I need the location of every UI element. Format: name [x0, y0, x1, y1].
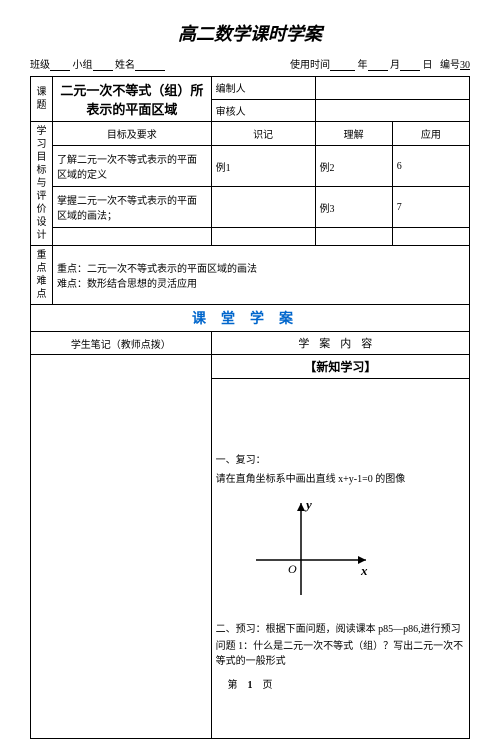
- class-label: 班级: [30, 60, 50, 71]
- group-label: 小组: [73, 60, 93, 71]
- section1-text: 请在直角坐标系中画出直线 x+y-1=0 的图像: [216, 470, 465, 485]
- year-label: 年: [358, 60, 368, 71]
- topic-row-label: 课题: [31, 77, 53, 122]
- reviewer-label: 审核人: [211, 99, 315, 122]
- objective-3-text: [53, 228, 212, 246]
- month-label: 月: [390, 60, 400, 71]
- number-value: 30: [460, 60, 470, 71]
- objective-2-c2: 例3: [315, 187, 392, 228]
- reviewer-value: [315, 99, 470, 122]
- topic-title: 二元一次不等式（组）所表示的平面区域: [53, 77, 212, 122]
- x-axis-label: x: [360, 563, 368, 578]
- y-axis-label: y: [304, 497, 312, 512]
- classroom-header: 课堂学案: [31, 305, 470, 332]
- col-recognize: 识记: [211, 122, 315, 146]
- number-label: 编号: [440, 60, 460, 71]
- keypoint-1: 重点：二元一次不等式表示的平面区域的画法: [57, 260, 465, 275]
- learning-header: 【新知学习】: [211, 355, 469, 379]
- page-footer: 第 1 页: [0, 676, 500, 691]
- objectives-header: 目标及要求: [53, 122, 212, 146]
- col-understand: 理解: [315, 122, 392, 146]
- col-apply: 应用: [392, 122, 469, 146]
- objective-1-c2: 例2: [315, 146, 392, 187]
- document-title: 高二数学课时学案: [30, 20, 470, 46]
- origin-label: O: [288, 562, 297, 576]
- objective-3-c1: [211, 228, 315, 246]
- objective-2-c3: 7: [392, 187, 469, 228]
- coordinate-graph: y x O: [246, 495, 376, 605]
- objective-1-c1: 例1: [211, 146, 315, 187]
- keypoints-content: 重点：二元一次不等式表示的平面区域的画法 难点：数形结合思想的灵活应用: [53, 246, 470, 305]
- objective-1-c3: 6: [392, 146, 469, 187]
- notes-label: 学生笔记（教师点拨）: [31, 332, 212, 355]
- keypoint-2: 难点：数形结合思想的灵活应用: [57, 275, 465, 290]
- keypoints-row-label: 重点难点: [31, 246, 53, 305]
- name-label: 姓名: [115, 60, 135, 71]
- usage-label: 使用时间: [290, 60, 330, 71]
- footer-suffix: 页: [263, 680, 273, 691]
- objective-2-text: 掌握二元一次不等式表示的平面区域的画法；: [53, 187, 212, 228]
- objective-1-text: 了解二元一次不等式表示的平面区域的定义: [53, 146, 212, 187]
- page-number: 1: [248, 680, 253, 691]
- content-label: 学案内容: [211, 332, 469, 355]
- objective-2-c1: [211, 187, 315, 228]
- header-info: 班级 小组 姓名 使用时间 年 月 日 编号30: [30, 56, 470, 71]
- section2-title: 二、预习：根据下面问题，阅读课本 p85—p86,进行预习: [216, 620, 465, 635]
- objectives-row-label: 学习目标与评价设计: [31, 122, 53, 246]
- objective-3-c3: [392, 228, 469, 246]
- editor-value: [315, 77, 470, 100]
- section1-title: 一、复习：: [216, 451, 465, 466]
- footer-prefix: 第: [228, 680, 238, 691]
- lesson-table: 课题 二元一次不等式（组）所表示的平面区域 编制人 审核人 学习目标与评价设计 …: [30, 76, 470, 739]
- day-label: 日: [423, 60, 433, 71]
- editor-label: 编制人: [211, 77, 315, 100]
- section2-question: 问题 1：什么是二元一次不等式（组）？写出二元一次不等式的一般形式: [216, 637, 465, 667]
- objective-3-c2: [315, 228, 392, 246]
